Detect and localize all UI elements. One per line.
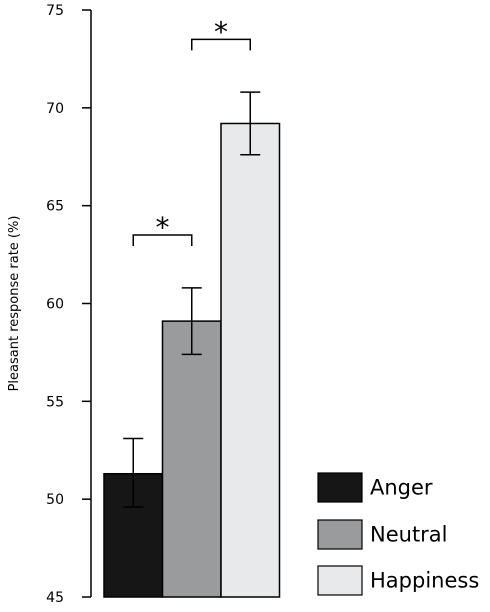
y-tick-label: 75 [46, 3, 64, 19]
bar-neutral [161, 320, 222, 598]
y-tick-label: 50 [46, 492, 64, 508]
significance-marker: * [214, 15, 228, 48]
y-tick-label: 70 [46, 101, 64, 117]
legend-label-happiness: Happiness [370, 569, 479, 593]
y-axis-label: Pleasant response rate (%) [7, 216, 22, 392]
bar-happiness [220, 122, 281, 598]
legend-swatch-happiness [317, 565, 363, 596]
y-tick-label: 60 [46, 297, 64, 313]
y-tick-label: 45 [46, 590, 64, 606]
y-tick-label: 65 [46, 199, 64, 215]
significance-bracket [191, 38, 251, 51]
significance-bracket [132, 234, 193, 247]
legend-label-neutral: Neutral [370, 523, 448, 547]
y-tick-label: 55 [46, 394, 64, 410]
legend-label-anger: Anger [370, 476, 433, 500]
legend-swatch-neutral [317, 519, 363, 550]
significance-marker: * [156, 211, 170, 244]
legend-swatch-anger [317, 472, 363, 503]
